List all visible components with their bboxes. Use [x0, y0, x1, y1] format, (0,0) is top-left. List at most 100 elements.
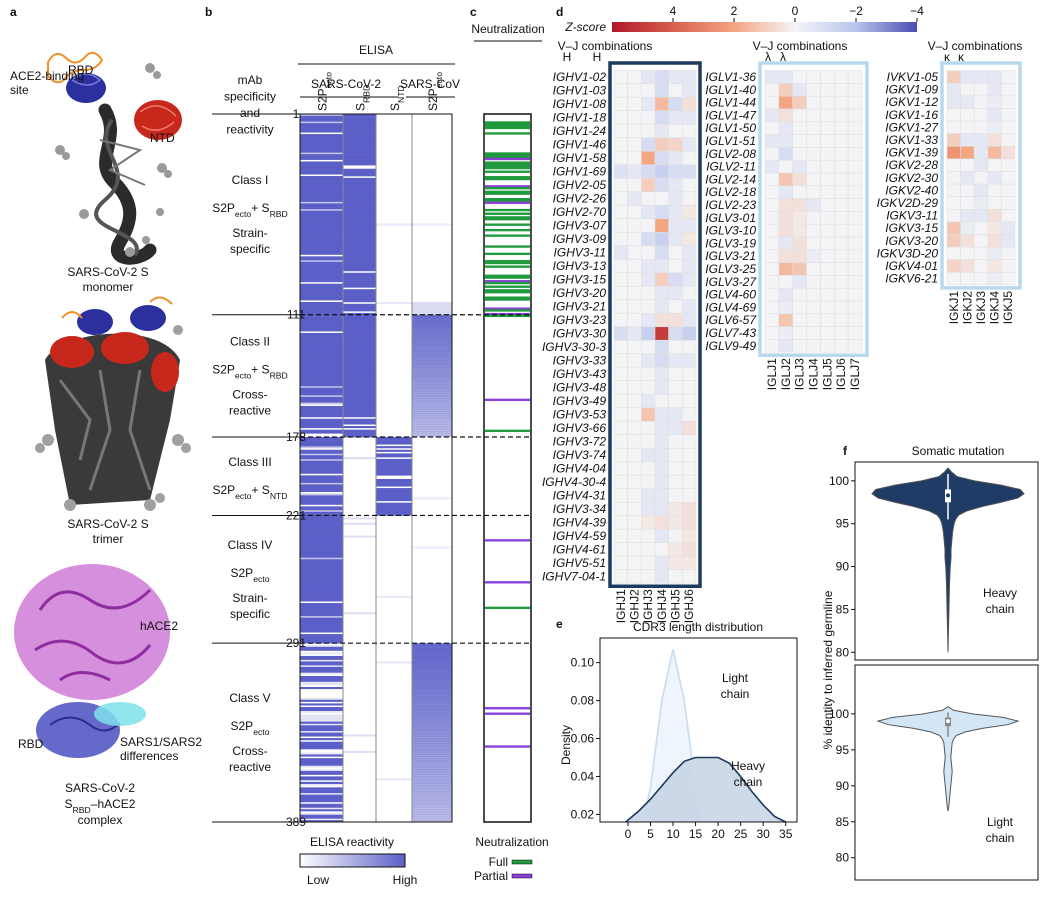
elisa-cell: [343, 238, 376, 241]
heatmap-cell: [833, 159, 849, 174]
elisa-cell: [343, 343, 376, 347]
heatmap-cell: [641, 353, 656, 368]
class-note: Strain-: [232, 226, 267, 240]
elisa-cell: [300, 630, 343, 633]
row-label: IGKV2D-29: [877, 196, 939, 210]
elisa-cell: [412, 774, 452, 777]
elisa-cell: [343, 342, 376, 345]
elisa-cell: [300, 530, 343, 533]
annotation: SARS1/SARS2: [120, 735, 202, 749]
heatmap-cell: [641, 312, 656, 328]
neutralization-stripe: [485, 245, 530, 248]
elisa-cell: [412, 349, 452, 352]
neutralization-stripe: [485, 280, 530, 283]
elisa-cell: [412, 725, 452, 728]
heatmap-cell: [613, 299, 628, 314]
elisa-cell: [412, 772, 452, 775]
elisa-cell: [412, 342, 452, 345]
elisa-cell: [412, 422, 452, 425]
elisa-cell: [300, 336, 343, 339]
elisa-cell: [412, 367, 452, 370]
heatmap-cell: [833, 185, 849, 199]
boundary-label: 221: [286, 508, 306, 522]
elisa-cell: [412, 785, 452, 788]
elisa-cell: [300, 442, 343, 445]
elisa-cell: [412, 655, 452, 659]
class-specificity-part: ecto: [253, 727, 270, 737]
elisa-cell: [300, 564, 343, 567]
elisa-cell: [300, 665, 343, 668]
elisa-cell: [343, 185, 376, 188]
heatmap-cell: [820, 262, 835, 276]
heatmap-cell: [668, 312, 683, 328]
elisa-cell: [412, 354, 452, 357]
heatmap-cell: [792, 339, 807, 353]
elisa-cell: [300, 207, 343, 210]
heatmap-cell: [946, 158, 961, 172]
elisa-cell: [412, 670, 452, 673]
heatmap-cell: [613, 110, 628, 125]
elisa-cell: [343, 329, 376, 332]
elisa-cell: [300, 551, 343, 555]
class-specificity: S2Pecto+ SNTD: [212, 483, 287, 501]
elisa-cell: [376, 438, 412, 441]
heatmap-cell: [973, 271, 989, 286]
heatmap-cell: [613, 231, 628, 247]
elisa-cell: [343, 163, 376, 166]
elisa-cell: [343, 177, 376, 180]
heatmap-cell: [627, 528, 642, 544]
elisa-cell: [412, 794, 452, 797]
elisa-cell: [300, 312, 343, 316]
heatmap-cell: [792, 95, 807, 110]
elisa-cell: [300, 493, 343, 496]
heatmap-cell: [613, 393, 628, 409]
elisa-cell: [343, 256, 376, 259]
elisa-cell: [343, 172, 376, 175]
heatmap-cell: [654, 474, 669, 490]
elisa-cell: [300, 197, 343, 201]
elisa-cell: [343, 247, 376, 250]
elisa-cell: [412, 389, 452, 392]
elisa-cell: [300, 181, 343, 184]
elisa-cell: [300, 814, 343, 817]
heatmap-cell: [960, 171, 975, 185]
heatmap-cell: [1001, 183, 1016, 198]
elisa-cell: [376, 506, 412, 509]
elisa-cell: [343, 356, 376, 359]
elisa-cell: [300, 628, 343, 631]
elisa-cell: [300, 646, 343, 649]
violin-median: [946, 719, 950, 724]
elisa-cell: [300, 349, 343, 352]
row-label: IGHV4-61: [553, 543, 606, 557]
elisa-cell: [343, 426, 376, 429]
heatmap-cell: [847, 83, 863, 97]
heatmap-cell: [820, 313, 835, 327]
elisa-cell: [300, 353, 343, 356]
heatmap-cell: [987, 83, 1002, 97]
elisa-cell: [412, 741, 452, 744]
elisa-cell: [412, 365, 452, 368]
elisa-cell: [300, 176, 343, 179]
heatmap-cell: [946, 234, 961, 248]
series-label: Heavy: [983, 586, 1017, 600]
elisa-cell: [300, 495, 343, 498]
elisa-cell: [300, 227, 343, 230]
heatmap-cell: [764, 159, 780, 174]
elisa-cell: [300, 334, 343, 337]
elisa-cell: [343, 517, 376, 520]
elisa-cell: [343, 254, 376, 257]
column-label: IGKJ2: [960, 291, 974, 325]
elisa-cell: [343, 228, 376, 232]
elisa-cell: [300, 480, 343, 483]
elisa-cell: [343, 371, 376, 374]
heatmap-cell: [641, 258, 656, 274]
elisa-cell: [412, 816, 452, 819]
heatmap-cell: [833, 108, 849, 123]
elisa-cell: [343, 132, 376, 135]
heatmap-cell: [654, 285, 669, 301]
row-label: IGHV3-74: [553, 448, 607, 462]
row-label: IGHV2-05: [553, 178, 607, 192]
heatmap-cell: [960, 209, 975, 223]
heatmap-cell: [668, 515, 683, 530]
elisa-cell: [300, 500, 343, 503]
